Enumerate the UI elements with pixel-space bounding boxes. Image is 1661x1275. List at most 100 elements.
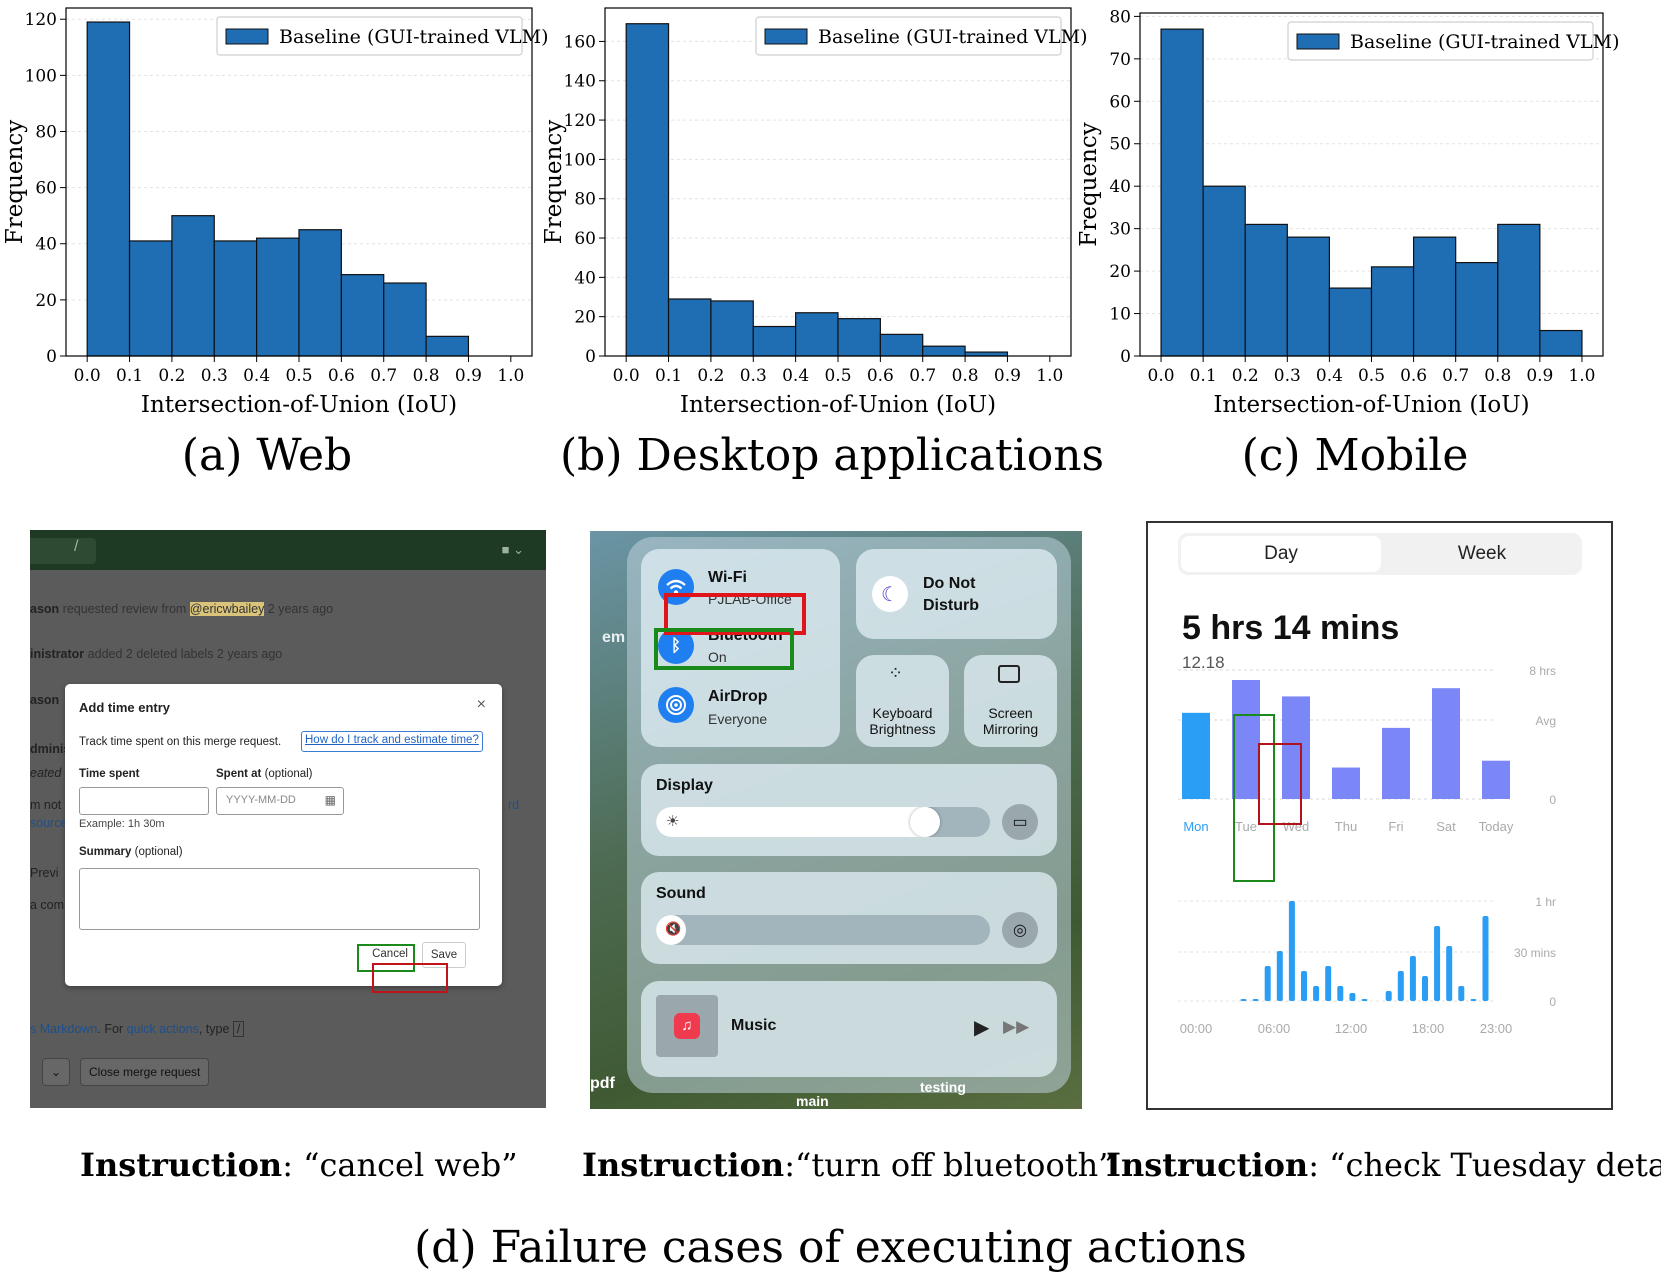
hourly-x-label: 18:00 [1412, 1021, 1445, 1036]
hourly-usage-bar [1446, 946, 1453, 1001]
histogram-bar [383, 282, 427, 357]
summary-textarea[interactable] [79, 868, 480, 930]
x-tick-label: 0.9 [1526, 366, 1553, 386]
display-slider-knob[interactable] [909, 807, 940, 837]
close-icon[interactable]: × [476, 696, 486, 713]
modal-title: Add time entry [79, 700, 171, 715]
screen-mirroring-tile[interactable] [964, 655, 1057, 747]
wifi-title: Wi-Fi [708, 569, 747, 586]
x-tick-label: 0.3 [201, 366, 228, 386]
legend-label: Baseline (GUI-trained VLM) [1350, 31, 1620, 53]
side-fragment: source [30, 816, 68, 830]
x-tick-label: 0.6 [1400, 366, 1427, 386]
airdrop-icon[interactable] [658, 687, 694, 723]
legend-box [1287, 21, 1594, 61]
histogram-bar [1328, 287, 1373, 357]
hourly-usage-bar [1264, 966, 1271, 1001]
menu-chevron-icon[interactable]: ■ ⌄ [501, 542, 524, 557]
breadcrumb[interactable] [30, 538, 96, 564]
daily-usage-bar [1382, 727, 1410, 799]
hourly-usage-bar [1276, 951, 1283, 1001]
breadcrumb-slash: / [74, 538, 79, 555]
histogram-bar [298, 229, 342, 357]
x-tick-label: 0.1 [1190, 366, 1217, 386]
histogram-mobile: 0 10 20 30 40 50 60 70 80 0.0 0.1 0.2 0.3 0.4 0.5 0.6 0.… [1076, 7, 1620, 418]
total-screen-time: 5 hrs 14 mins [1182, 609, 1400, 647]
legend-swatch [1296, 33, 1340, 50]
x-tick-label: 0.0 [74, 366, 101, 386]
x-tick-label: 0.7 [909, 366, 936, 386]
hourly-y-label: 30 mins [1514, 946, 1556, 960]
spent-at-input[interactable]: YYYY-MM-DD ▦ [216, 787, 344, 815]
side-fragment: eated [30, 766, 62, 780]
y-tick-label: 140 [564, 72, 596, 92]
airplay-audio-icon[interactable]: ◎ [1002, 912, 1038, 948]
histogram-bar [1202, 185, 1246, 357]
sound-slider[interactable]: 🔇 [656, 915, 990, 945]
x-tick-label: 0.0 [1148, 366, 1175, 386]
daily-x-label: Fri [1388, 819, 1403, 834]
histogram-bar [752, 325, 797, 357]
hourly-usage-bar [1301, 971, 1307, 1001]
keyboard-brightness-tile[interactable] [856, 655, 949, 747]
histogram-desktop: 0 20 40 60 80 100 120 140 160 0.0 0.1 0.2 0.3 0.4 0.5 0… [541, 7, 1088, 418]
y-tick-label: 80 [35, 122, 57, 142]
instruction-desktop: Instruction:“turn off bluetooth” [582, 1146, 1115, 1184]
cancel-button[interactable]: Cancel [372, 948, 408, 960]
x-tick-label: 0.8 [1484, 366, 1511, 386]
histogram-bar [86, 21, 131, 357]
save-button[interactable]: Save [422, 942, 466, 968]
dropdown-toggle[interactable]: ⌄ [42, 1058, 70, 1086]
time-spent-input[interactable] [79, 787, 209, 815]
calendar-icon[interactable]: ▦ [324, 793, 336, 807]
x-tick-label: 1.0 [497, 366, 524, 386]
mute-icon: 🔇 [665, 921, 682, 936]
y-tick-label: 100 [564, 150, 596, 170]
hourly-y-label: 1 hr [1535, 895, 1556, 909]
summary-label: Summary (optional) [79, 846, 183, 858]
tab-week[interactable]: Week [1457, 543, 1507, 564]
display-slider[interactable]: ☀ [656, 807, 990, 837]
histogram-bar [256, 237, 300, 357]
hourly-usage-bar [1313, 986, 1320, 1001]
histogram-bar [425, 335, 470, 357]
x-tick-label: 0.7 [1442, 366, 1469, 386]
caption-b: (b) Desktop applications [560, 430, 1105, 481]
hourly-usage-bar [1337, 986, 1344, 1001]
y-tick-label: 40 [35, 235, 57, 255]
hourly-usage-bar [1482, 916, 1489, 1001]
tab-day[interactable]: Day [1181, 536, 1381, 572]
help-link[interactable]: How do I track and estimate time? [301, 731, 483, 752]
dnd-label: Do Not [923, 575, 976, 592]
display-settings-icon[interactable]: ▭ [1002, 804, 1038, 840]
play-icon[interactable]: ▶ [974, 1017, 990, 1039]
modal-description: Track time spent on this merge request. [79, 736, 282, 748]
side-fragment: Previ [30, 866, 59, 880]
web-topbar: / ■ ⌄ [30, 530, 546, 570]
hourly-usage-bar [1434, 926, 1441, 1001]
prediction-box [372, 963, 448, 993]
airdrop-title: AirDrop [708, 688, 768, 705]
y-tick-label: 160 [564, 32, 596, 52]
display-slider-fill [656, 807, 940, 837]
close-merge-request-button[interactable]: Close merge request [80, 1058, 210, 1086]
side-link[interactable]: rd [508, 798, 520, 812]
hourly-x-label: 23:00 [1480, 1021, 1513, 1036]
y-tick-label: 100 [25, 66, 57, 86]
x-axis-label: Intersection-of-Union (IoU) [680, 392, 996, 418]
y-axis-label: Frequency [1076, 122, 1102, 246]
daily-x-label: Wed [1283, 819, 1310, 834]
x-tick-label: 0.3 [740, 366, 767, 386]
hourly-x-label: 00:00 [1180, 1021, 1213, 1036]
x-tick-label: 0.5 [1358, 366, 1385, 386]
markdown-hint: s Markdown. For quick actions, type / [30, 1021, 245, 1037]
hourly-usage-bar [1385, 991, 1392, 1001]
y-tick-label: 60 [574, 229, 596, 249]
histogram-bar [922, 345, 966, 357]
legend-label: Baseline (GUI-trained VLM) [279, 26, 549, 48]
skip-forward-icon[interactable]: ▶▶ [1003, 1017, 1030, 1036]
hourly-usage-bar [1458, 986, 1465, 1001]
side-fragment: m not [30, 798, 62, 812]
histogram-bar [879, 333, 924, 357]
airdrop-status: Everyone [708, 711, 768, 727]
